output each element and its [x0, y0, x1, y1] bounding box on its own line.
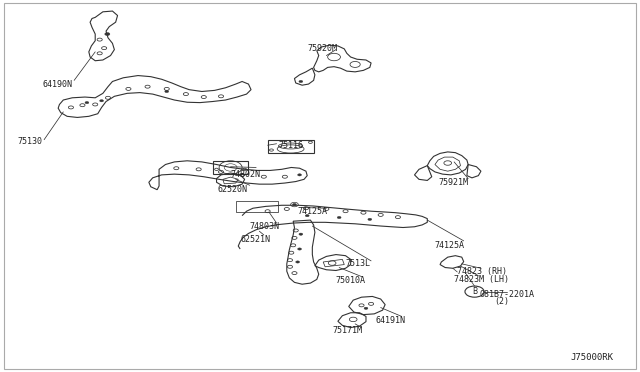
Circle shape	[298, 248, 301, 250]
Circle shape	[292, 203, 296, 206]
Text: (2): (2)	[494, 297, 509, 306]
Circle shape	[299, 80, 303, 83]
Text: 75171M: 75171M	[333, 326, 363, 335]
Text: 74803N: 74803N	[250, 222, 280, 231]
Text: J75000RK: J75000RK	[571, 353, 614, 362]
Text: 75116: 75116	[278, 141, 303, 150]
Circle shape	[165, 90, 169, 93]
Circle shape	[305, 215, 309, 217]
Circle shape	[364, 307, 368, 310]
Text: 74802N: 74802N	[230, 170, 260, 179]
Circle shape	[368, 218, 372, 221]
Circle shape	[105, 33, 110, 36]
Text: 75921M: 75921M	[438, 178, 468, 187]
Circle shape	[100, 100, 104, 102]
Circle shape	[337, 217, 341, 219]
Text: 64191N: 64191N	[376, 316, 406, 325]
Circle shape	[298, 174, 301, 176]
Text: 62521N: 62521N	[240, 235, 270, 244]
Circle shape	[296, 261, 300, 263]
Text: 75010A: 75010A	[336, 276, 366, 285]
Text: 64190N: 64190N	[42, 80, 72, 89]
Text: B: B	[472, 287, 477, 296]
Text: 75920M: 75920M	[307, 44, 337, 53]
Text: 081B7-2201A: 081B7-2201A	[479, 290, 534, 299]
Text: 74125A: 74125A	[298, 208, 328, 217]
Text: 75130: 75130	[18, 137, 43, 146]
Text: 74823 (RH): 74823 (RH)	[458, 267, 508, 276]
Circle shape	[299, 233, 303, 235]
Text: 74823M (LH): 74823M (LH)	[454, 275, 509, 284]
Text: 7513L: 7513L	[346, 259, 371, 268]
Circle shape	[85, 102, 89, 104]
Text: 74125A: 74125A	[435, 241, 465, 250]
Text: 62520N: 62520N	[218, 185, 248, 194]
